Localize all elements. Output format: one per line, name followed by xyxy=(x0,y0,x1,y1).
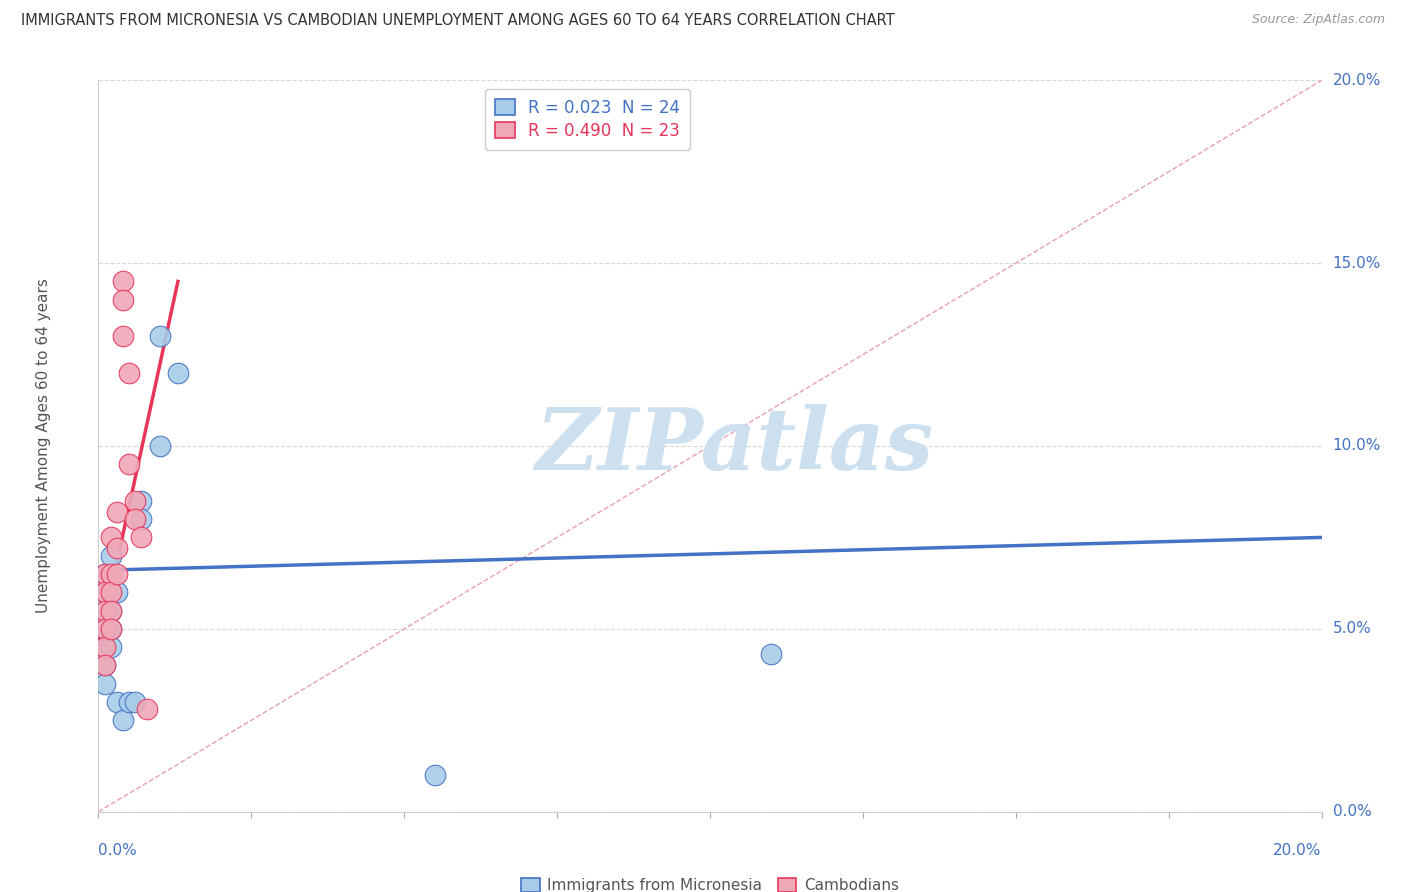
Point xyxy=(124,512,146,526)
Point xyxy=(93,585,115,599)
Text: 15.0%: 15.0% xyxy=(1333,256,1381,270)
Point xyxy=(111,329,134,343)
Text: 20.0%: 20.0% xyxy=(1274,843,1322,858)
Point xyxy=(93,603,115,617)
Point xyxy=(118,695,141,709)
Point xyxy=(105,585,128,599)
Legend: Immigrants from Micronesia, Cambodians: Immigrants from Micronesia, Cambodians xyxy=(516,871,904,892)
Point xyxy=(111,293,134,307)
Point xyxy=(93,622,115,636)
Text: 20.0%: 20.0% xyxy=(1333,73,1381,87)
Point xyxy=(93,622,115,636)
Point xyxy=(105,505,128,519)
Point xyxy=(93,658,115,673)
Point xyxy=(118,458,141,472)
Point xyxy=(129,493,152,508)
Point xyxy=(129,530,152,544)
Point xyxy=(100,530,122,544)
Point xyxy=(111,714,134,728)
Text: Source: ZipAtlas.com: Source: ZipAtlas.com xyxy=(1251,13,1385,27)
Point xyxy=(93,567,115,582)
Point xyxy=(136,702,159,716)
Point xyxy=(149,329,172,343)
Point xyxy=(93,658,115,673)
Point xyxy=(105,541,128,556)
Point xyxy=(100,603,122,617)
Point xyxy=(93,585,115,599)
Point xyxy=(105,567,128,582)
Point xyxy=(93,640,115,655)
Point xyxy=(100,585,122,599)
Point xyxy=(100,622,122,636)
Point xyxy=(93,676,115,690)
Point xyxy=(149,439,172,453)
Point xyxy=(100,549,122,563)
Point xyxy=(423,768,446,782)
Point xyxy=(124,493,146,508)
Point xyxy=(167,366,190,380)
Point xyxy=(118,366,141,380)
Point xyxy=(129,512,152,526)
Point xyxy=(100,640,122,655)
Text: 5.0%: 5.0% xyxy=(1333,622,1371,636)
Text: IMMIGRANTS FROM MICRONESIA VS CAMBODIAN UNEMPLOYMENT AMONG AGES 60 TO 64 YEARS C: IMMIGRANTS FROM MICRONESIA VS CAMBODIAN … xyxy=(21,13,894,29)
Point xyxy=(100,567,122,582)
Point xyxy=(124,695,146,709)
Text: 10.0%: 10.0% xyxy=(1333,439,1381,453)
Point xyxy=(100,622,122,636)
Point xyxy=(759,648,782,662)
Text: Unemployment Among Ages 60 to 64 years: Unemployment Among Ages 60 to 64 years xyxy=(37,278,51,614)
Point xyxy=(111,275,134,289)
Text: 0.0%: 0.0% xyxy=(1333,805,1371,819)
Point xyxy=(100,603,122,617)
Point xyxy=(93,603,115,617)
Point xyxy=(93,567,115,582)
Text: ZIPatlas: ZIPatlas xyxy=(536,404,934,488)
Point xyxy=(100,585,122,599)
Point xyxy=(93,640,115,655)
Text: 0.0%: 0.0% xyxy=(98,843,138,858)
Point xyxy=(105,695,128,709)
